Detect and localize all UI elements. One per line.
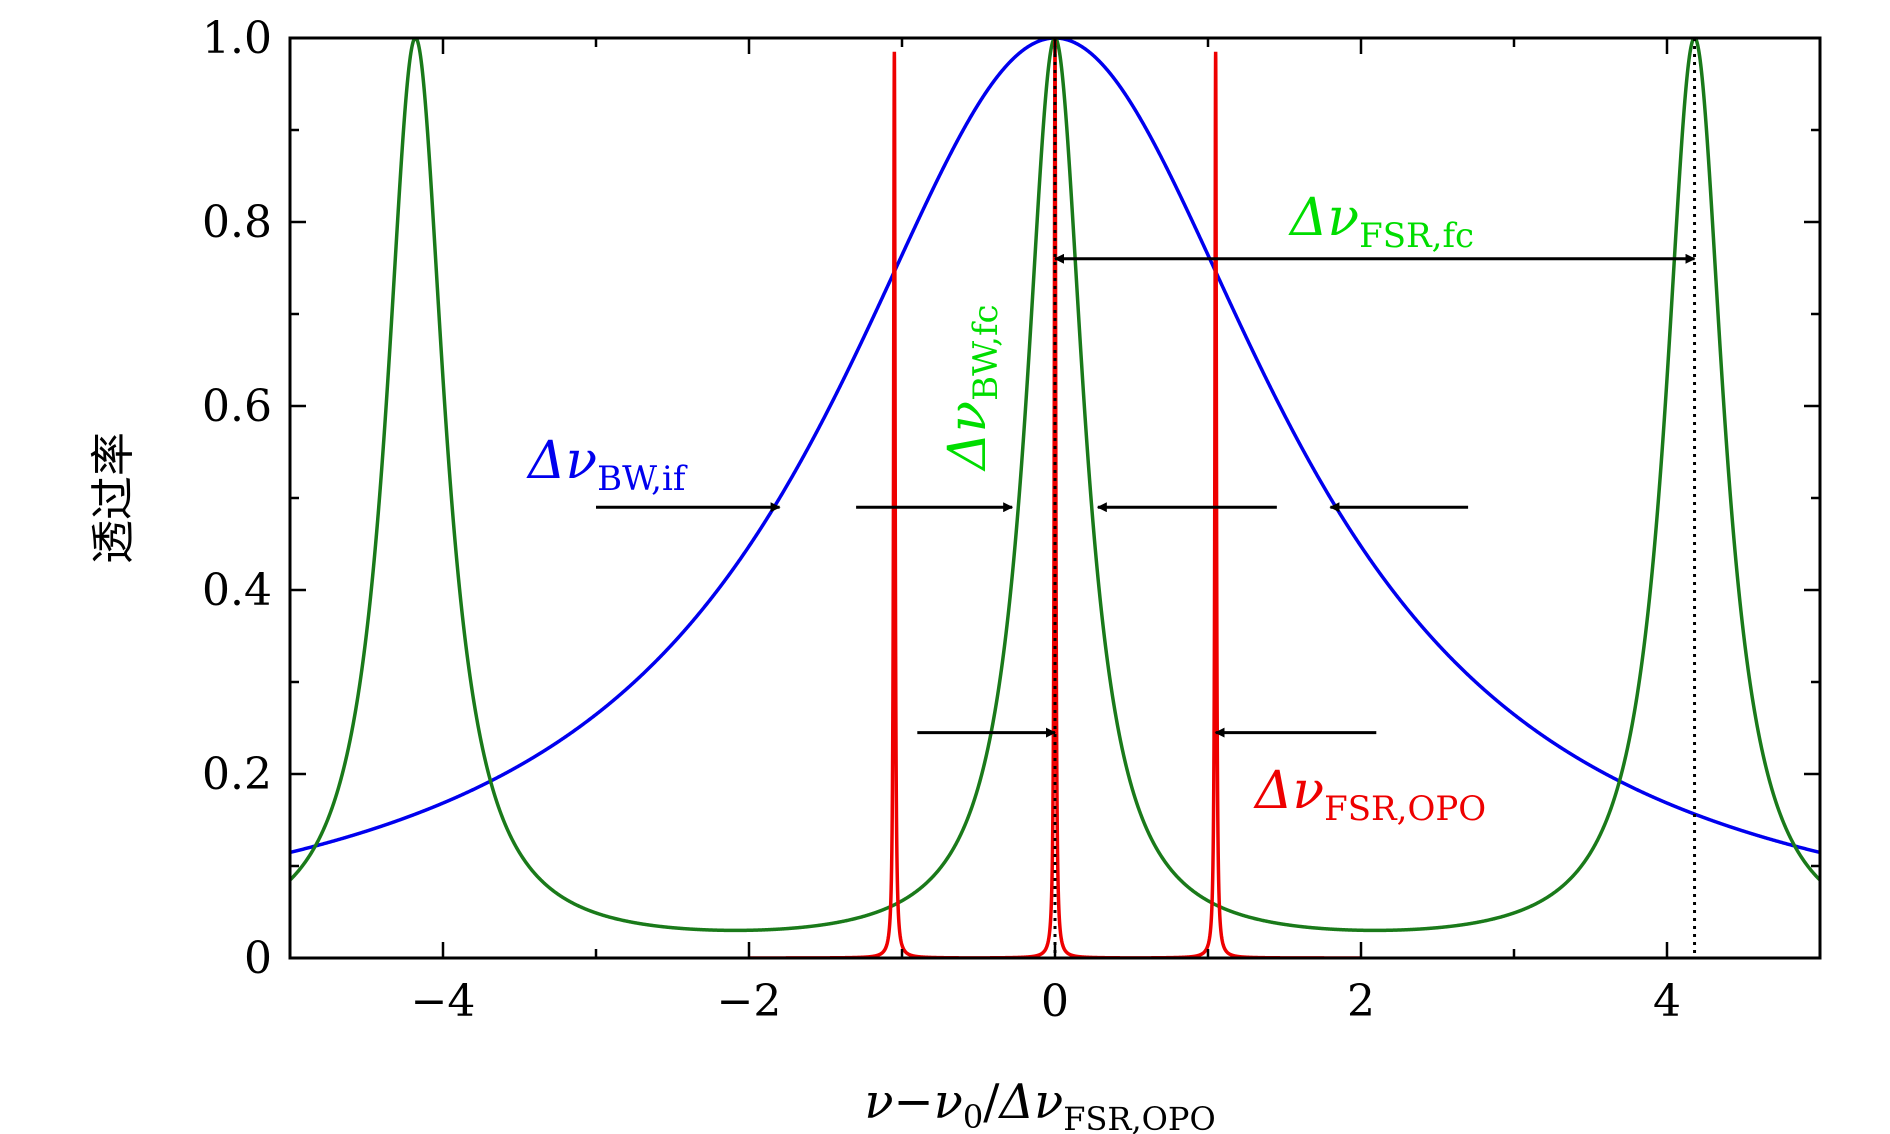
annotation-bw-if: ΔνBW,if [526,431,688,499]
x-tick-label: 2 [1347,976,1375,1027]
y-tick-label: 0.6 [202,381,272,432]
annotation-fsr-fc: ΔνFSR,fc [1288,188,1474,256]
x-tick-label: 0 [1041,976,1069,1027]
y-tick-label: 0.4 [202,565,272,616]
dotted-lines-layer [1053,38,1697,958]
y-tick-label: 0.2 [202,749,272,800]
x-tick-label: 4 [1653,976,1681,1027]
y-tick-label: 1.0 [202,13,272,64]
y-tick-label: 0.8 [202,197,272,248]
arrows-layer [596,253,1696,738]
x-tick-label: −2 [717,976,782,1027]
x-tick-label: −4 [411,976,476,1027]
tick-labels-layer: −4 −2 0 2 4 0 0.2 0.4 0.6 0.8 1.0 [202,13,1681,1027]
annotation-fsr-opo: ΔνFSR,OPO [1253,761,1486,829]
y-tick-label: 0 [244,933,272,984]
y-axis-title: 透过率 [88,432,139,564]
series-line-1 [290,38,1820,933]
series-line-0 [290,38,1820,855]
x-axis-title: ν−ν0/ΔνFSR,OPO [864,1074,1215,1134]
ticks-layer [288,36,1822,960]
annotation-bw-fc: ΔνBW,fc [938,304,1006,472]
